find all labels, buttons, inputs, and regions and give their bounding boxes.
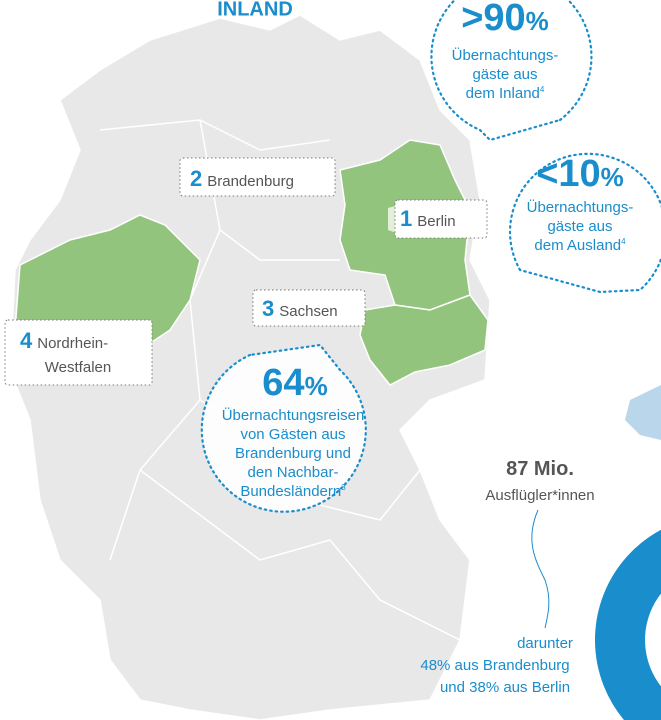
line: dem Inland: [466, 85, 540, 102]
footnote: 3: [341, 483, 346, 492]
callout-bubble: [200, 343, 367, 513]
region-label: 3 Sachsen: [262, 296, 338, 321]
title: INLAND: [217, 0, 293, 21]
region-border: [99, 119, 461, 641]
line: dem Ausland: [534, 237, 621, 254]
callout-line: Bundesländern3: [240, 483, 346, 500]
callout-line: Übernachtungs-: [452, 46, 559, 64]
daytrips-label: Ausflügler*innen: [485, 487, 594, 504]
region-name: Westfalen: [45, 359, 111, 376]
daytrips-value: 87 Mio.: [506, 458, 574, 480]
coast-shape: [625, 385, 661, 440]
callout-line: dem Inland4: [466, 85, 545, 102]
callout-value: <10%: [536, 153, 624, 195]
daytrips-note: und 38% aus Berlin: [440, 679, 570, 696]
footnote: 4: [540, 85, 545, 94]
daytrips-note: darunter: [517, 635, 573, 652]
callout-bubble: [430, 0, 593, 142]
callout-line: den Nachbar-: [248, 464, 339, 481]
daytrips-note: 48% aus Brandenburg: [420, 657, 569, 674]
region-label: 2 Brandenburg: [190, 166, 294, 191]
value: >90: [461, 0, 525, 39]
callout-line: gäste aus: [547, 218, 612, 235]
region-label-box: [394, 199, 488, 239]
callout-line: Übernachtungs-: [527, 198, 634, 216]
callout-value: >90%: [461, 0, 549, 39]
region-label-box: [252, 289, 366, 327]
region-name: Brandenburg: [207, 173, 294, 190]
connector: [531, 509, 550, 629]
callout-value: 64%: [262, 362, 327, 404]
donut: [595, 529, 661, 720]
region-name: Nordrhein-: [37, 335, 108, 352]
unit: %: [526, 6, 549, 36]
footnote: 4: [621, 237, 626, 246]
region-label-box: [179, 157, 336, 197]
region-name: Sachsen: [279, 303, 337, 320]
value: 64: [262, 362, 304, 404]
line: Bundesländern: [240, 483, 341, 500]
unit: %: [305, 371, 328, 401]
callout-bubble: [508, 152, 661, 294]
callout-line: dem Ausland4: [534, 237, 626, 254]
region-label: 1 Berlin: [400, 206, 456, 231]
callout-line: Übernachtungsreisen: [222, 406, 365, 424]
rank: 4: [20, 328, 33, 353]
rank: 3: [262, 296, 274, 321]
value: <10: [536, 153, 600, 195]
rank: 2: [190, 166, 202, 191]
region-label-box: [4, 319, 153, 386]
region-label: 4 Nordrhein-: [20, 328, 108, 353]
unit: %: [601, 162, 624, 192]
callout-line: Brandenburg und: [235, 445, 351, 462]
rank: 1: [400, 206, 412, 231]
callout-line: gäste aus: [472, 66, 537, 83]
region-name: Berlin: [417, 213, 455, 230]
sachsen: [359, 294, 489, 386]
callout-line: von Gästen aus: [240, 426, 345, 443]
